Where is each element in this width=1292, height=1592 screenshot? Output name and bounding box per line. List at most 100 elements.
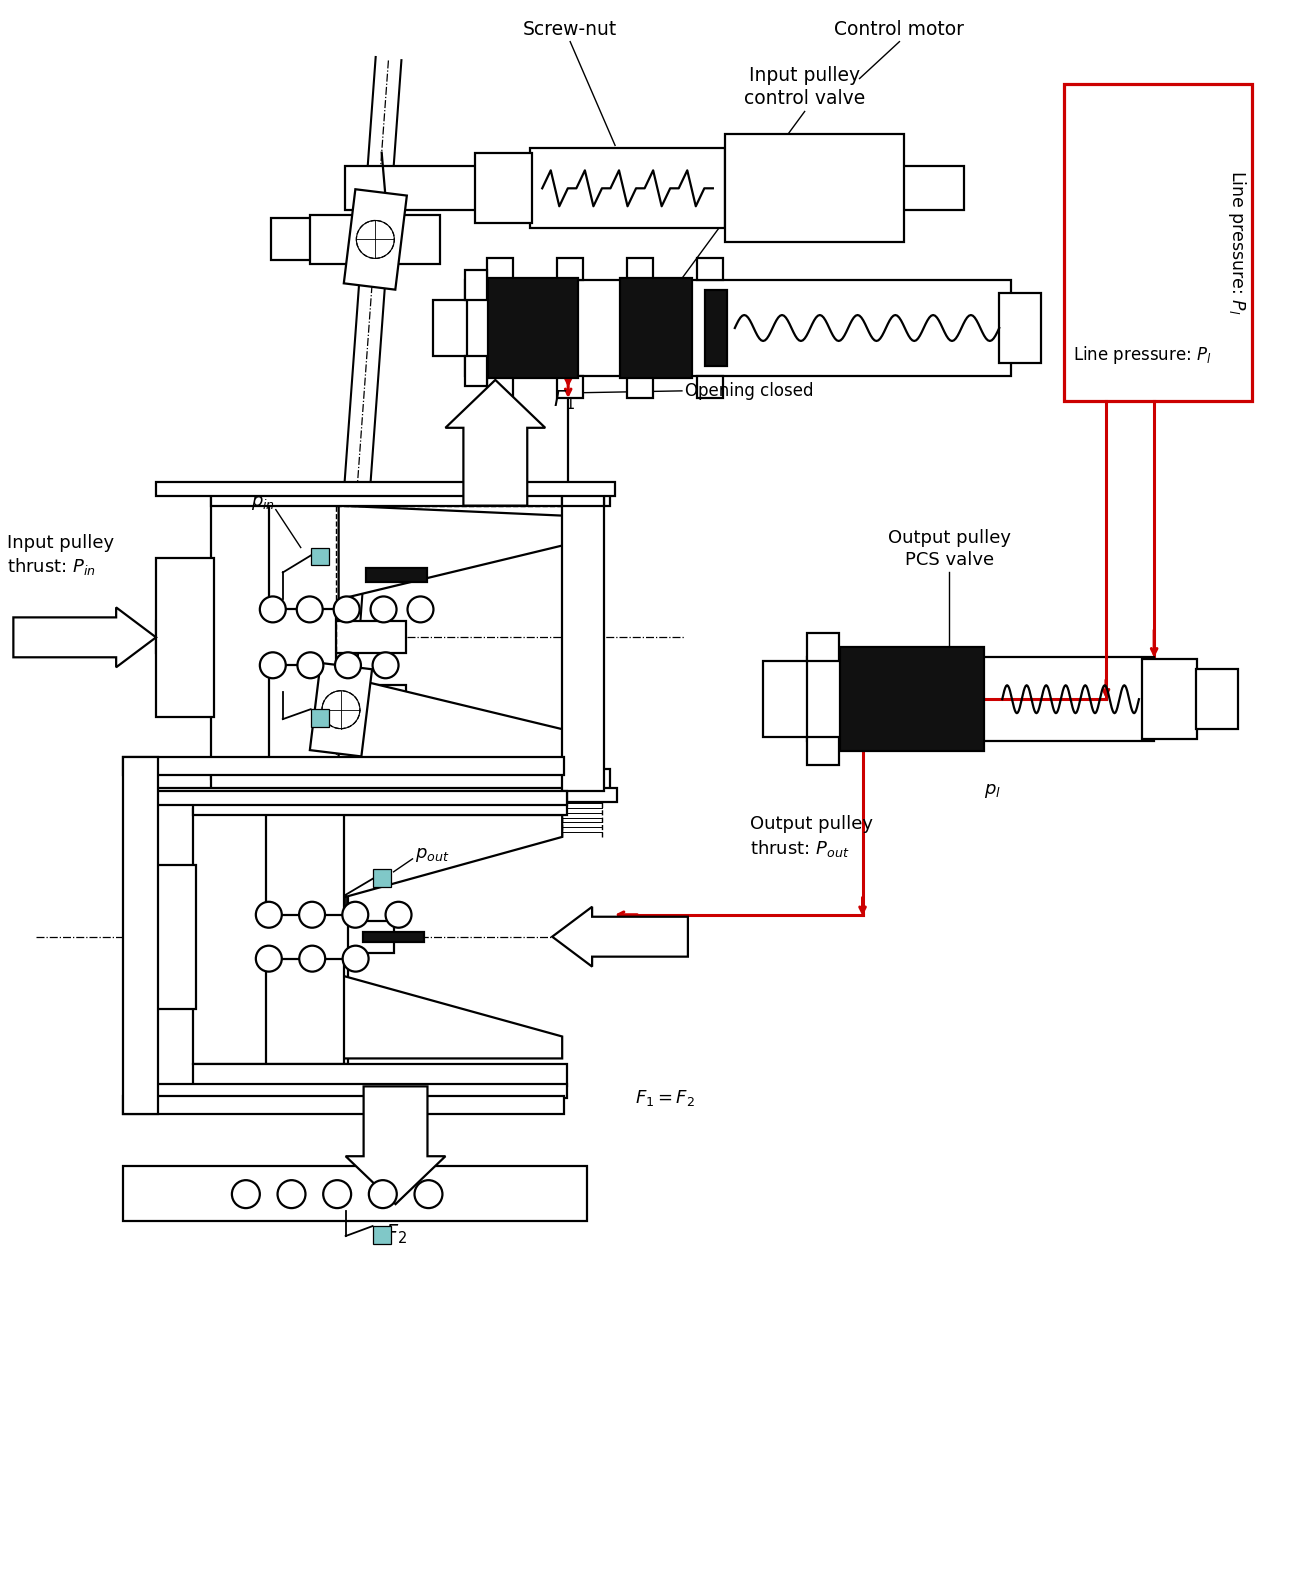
Text: Output pulley
thrust: $P_{out}$: Output pulley thrust: $P_{out}$: [749, 815, 873, 858]
Circle shape: [342, 901, 368, 928]
Bar: [806, 737, 839, 766]
Bar: [627, 376, 652, 398]
Bar: [211, 484, 610, 506]
Text: Input pulley
control valve: Input pulley control valve: [744, 65, 866, 108]
Circle shape: [297, 597, 323, 622]
Bar: [487, 258, 513, 280]
Bar: [310, 215, 441, 264]
Bar: [725, 134, 904, 242]
Bar: [211, 495, 336, 778]
Bar: [557, 376, 583, 398]
Polygon shape: [339, 974, 562, 1059]
Circle shape: [300, 946, 326, 971]
Bar: [372, 869, 390, 887]
Text: $p_l$: $p_l$: [985, 782, 1001, 801]
Bar: [487, 376, 513, 398]
Circle shape: [371, 597, 397, 622]
Bar: [806, 634, 839, 661]
Bar: [269, 665, 339, 785]
Bar: [269, 490, 339, 610]
Bar: [627, 258, 652, 280]
Bar: [211, 769, 610, 791]
Bar: [123, 1097, 565, 1114]
Bar: [156, 557, 214, 716]
Circle shape: [298, 901, 326, 928]
Circle shape: [260, 653, 286, 678]
Bar: [372, 1226, 390, 1243]
Polygon shape: [344, 189, 407, 290]
Bar: [123, 1167, 587, 1221]
Circle shape: [256, 901, 282, 928]
Bar: [620, 279, 693, 377]
Bar: [193, 809, 348, 1065]
Text: $p_{out}$: $p_{out}$: [416, 845, 450, 864]
Bar: [557, 258, 583, 280]
Polygon shape: [236, 689, 355, 731]
Bar: [156, 920, 394, 952]
Text: $F_1$: $F_1$: [553, 388, 575, 412]
Text: Screw-nut: Screw-nut: [523, 19, 618, 38]
Bar: [156, 864, 196, 1009]
Circle shape: [322, 691, 360, 729]
Text: $F_2$: $F_2$: [385, 1223, 407, 1245]
Circle shape: [407, 597, 433, 622]
Circle shape: [297, 653, 323, 678]
Bar: [123, 758, 565, 775]
Circle shape: [333, 597, 359, 622]
Bar: [310, 708, 328, 728]
Bar: [465, 280, 1012, 376]
Bar: [156, 1084, 567, 1098]
Bar: [156, 482, 615, 495]
Bar: [123, 758, 158, 1114]
Bar: [366, 568, 428, 583]
Circle shape: [385, 901, 412, 928]
Bar: [363, 931, 425, 942]
Text: $F_1 = F_2$: $F_1 = F_2$: [636, 1089, 695, 1108]
Text: Line pressure: $P_l$: Line pressure: $P_l$: [1226, 170, 1248, 315]
Polygon shape: [270, 218, 390, 261]
Bar: [696, 376, 722, 398]
Polygon shape: [339, 815, 562, 899]
Polygon shape: [310, 662, 372, 756]
Text: Control motor: Control motor: [835, 19, 964, 38]
Text: Line pressure: $P_l$: Line pressure: $P_l$: [1074, 344, 1212, 366]
Polygon shape: [346, 1086, 446, 1204]
Bar: [345, 166, 964, 210]
Circle shape: [278, 1180, 305, 1208]
Bar: [1142, 659, 1196, 739]
Bar: [705, 290, 727, 366]
Text: Output pulley
PCS valve: Output pulley PCS valve: [888, 529, 1010, 570]
Polygon shape: [339, 675, 562, 769]
Bar: [266, 958, 344, 1065]
Circle shape: [357, 220, 394, 258]
Bar: [1196, 669, 1238, 729]
Bar: [562, 484, 605, 506]
Circle shape: [372, 653, 398, 678]
Bar: [562, 492, 605, 791]
Bar: [465, 357, 487, 385]
Bar: [465, 271, 487, 299]
Bar: [488, 279, 578, 377]
Bar: [530, 148, 725, 228]
Bar: [1065, 83, 1252, 401]
Circle shape: [415, 1180, 442, 1208]
Text: $p_{in}$: $p_{in}$: [251, 494, 275, 511]
Circle shape: [231, 1180, 260, 1208]
Circle shape: [323, 1180, 351, 1208]
Bar: [696, 258, 722, 280]
Bar: [999, 293, 1041, 363]
Bar: [156, 788, 618, 802]
Bar: [806, 657, 1154, 742]
Circle shape: [335, 653, 360, 678]
Bar: [266, 809, 344, 915]
Bar: [156, 621, 406, 653]
Circle shape: [260, 597, 286, 622]
Bar: [475, 153, 532, 223]
Polygon shape: [339, 506, 562, 600]
Bar: [762, 661, 808, 737]
Text: Opening closed: Opening closed: [685, 382, 814, 400]
Bar: [276, 685, 406, 734]
Circle shape: [256, 946, 282, 971]
Polygon shape: [446, 380, 545, 506]
Bar: [433, 299, 468, 357]
